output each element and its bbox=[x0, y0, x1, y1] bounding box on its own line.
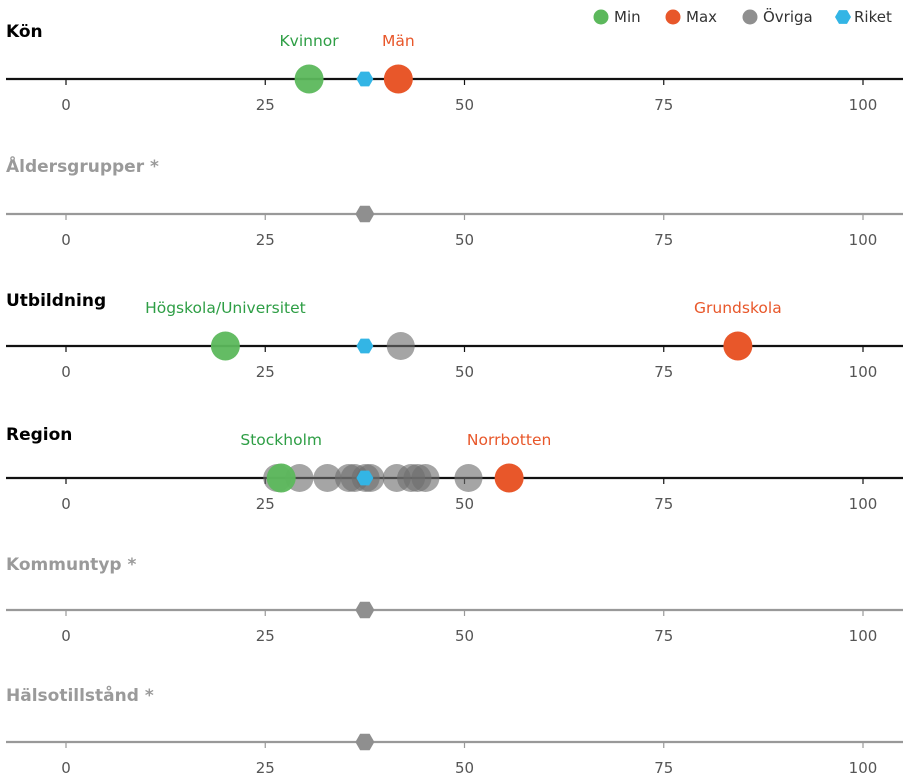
riket-marker bbox=[355, 601, 375, 619]
max-dot bbox=[723, 331, 753, 361]
legend-min-label: Min bbox=[614, 8, 641, 26]
group-title: Åldersgrupper * bbox=[6, 154, 159, 177]
group-title: Kön bbox=[6, 22, 43, 42]
legend-max-marker bbox=[665, 9, 681, 25]
tick-label: 100 bbox=[849, 759, 878, 777]
group-row: Kön 0 25 50 75 100 Kvinnor Män bbox=[6, 22, 903, 114]
legend-min-marker bbox=[593, 9, 609, 25]
group-row: Kommuntyp * 0 25 50 75 100 bbox=[6, 555, 903, 645]
legend-max-label: Max bbox=[686, 8, 717, 26]
tick-label: 75 bbox=[654, 495, 673, 513]
other-dot bbox=[454, 464, 483, 492]
tick-label: 0 bbox=[61, 627, 71, 645]
min-label: Stockholm bbox=[240, 431, 322, 449]
tick-label: 25 bbox=[256, 759, 275, 777]
tick-label: 100 bbox=[849, 96, 878, 114]
tick-label: 100 bbox=[849, 231, 878, 249]
tick-label: 100 bbox=[849, 363, 878, 381]
tick-label: 50 bbox=[455, 96, 474, 114]
group-rows: Kön 0 25 50 75 100 Kvinnor Män Åldersgrupper * 0 2… bbox=[6, 22, 903, 777]
tick-label: 75 bbox=[654, 627, 673, 645]
tick-label: 100 bbox=[849, 495, 878, 513]
group-title: Hälsotillstånd * bbox=[6, 684, 154, 706]
legend-riket-label: Riket bbox=[854, 8, 892, 26]
tick-label: 0 bbox=[61, 495, 71, 513]
tick-label: 50 bbox=[455, 759, 474, 777]
max-dot bbox=[494, 463, 524, 493]
legend-other-label: Övriga bbox=[763, 7, 813, 26]
tick-label: 75 bbox=[654, 96, 673, 114]
max-label: Män bbox=[382, 32, 415, 50]
tick-label: 50 bbox=[455, 231, 474, 249]
tick-label: 100 bbox=[849, 627, 878, 645]
tick-label: 0 bbox=[61, 363, 71, 381]
min-label: Högskola/Universitet bbox=[145, 299, 306, 317]
riket-marker bbox=[356, 338, 374, 354]
tick-label: 25 bbox=[256, 363, 275, 381]
max-dot bbox=[383, 64, 413, 94]
tick-label: 0 bbox=[61, 96, 71, 114]
group-row: Hälsotillstånd * 0 25 50 75 100 bbox=[6, 684, 903, 777]
legend: Min Max Övriga Riket bbox=[593, 7, 892, 26]
group-row: Region 0 25 50 75 100 Stockholm Norrbotten bbox=[6, 425, 903, 513]
max-label: Grundskola bbox=[694, 299, 782, 317]
other-dot bbox=[313, 464, 342, 492]
tick-label: 75 bbox=[654, 759, 673, 777]
min-dot bbox=[266, 463, 296, 493]
max-label: Norrbotten bbox=[467, 431, 551, 449]
tick-label: 50 bbox=[455, 363, 474, 381]
tick-label: 50 bbox=[455, 495, 474, 513]
riket-marker bbox=[355, 205, 375, 223]
tick-label: 0 bbox=[61, 759, 71, 777]
tick-label: 50 bbox=[455, 627, 474, 645]
group-title: Kommuntyp * bbox=[6, 555, 136, 575]
legend-riket-marker bbox=[835, 10, 851, 24]
tick-label: 25 bbox=[256, 495, 275, 513]
riket-marker bbox=[356, 71, 374, 87]
other-dot bbox=[411, 464, 440, 492]
group-title: Region bbox=[6, 425, 72, 445]
tick-label: 25 bbox=[256, 627, 275, 645]
group-title: Utbildning bbox=[6, 291, 106, 311]
min-dot bbox=[294, 64, 324, 94]
riket-marker bbox=[356, 470, 374, 486]
other-dot bbox=[386, 332, 415, 360]
tick-label: 25 bbox=[256, 96, 275, 114]
min-dot bbox=[210, 331, 240, 361]
group-row: Utbildning 0 25 50 75 100 Högskola/Universitet… bbox=[6, 291, 903, 381]
min-label: Kvinnor bbox=[280, 32, 340, 50]
group-row: Åldersgrupper * 0 25 50 75 100 bbox=[6, 154, 903, 249]
tick-label: 25 bbox=[256, 231, 275, 249]
legend-other-marker bbox=[742, 9, 758, 25]
tick-label: 0 bbox=[61, 231, 71, 249]
tick-label: 75 bbox=[654, 363, 673, 381]
tick-label: 75 bbox=[654, 231, 673, 249]
riket-marker bbox=[355, 733, 375, 751]
